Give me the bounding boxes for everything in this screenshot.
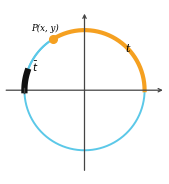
Text: P(x, y): P(x, y) (31, 24, 59, 33)
Text: $\bar{t}$: $\bar{t}$ (32, 60, 38, 74)
Text: t: t (126, 44, 130, 54)
